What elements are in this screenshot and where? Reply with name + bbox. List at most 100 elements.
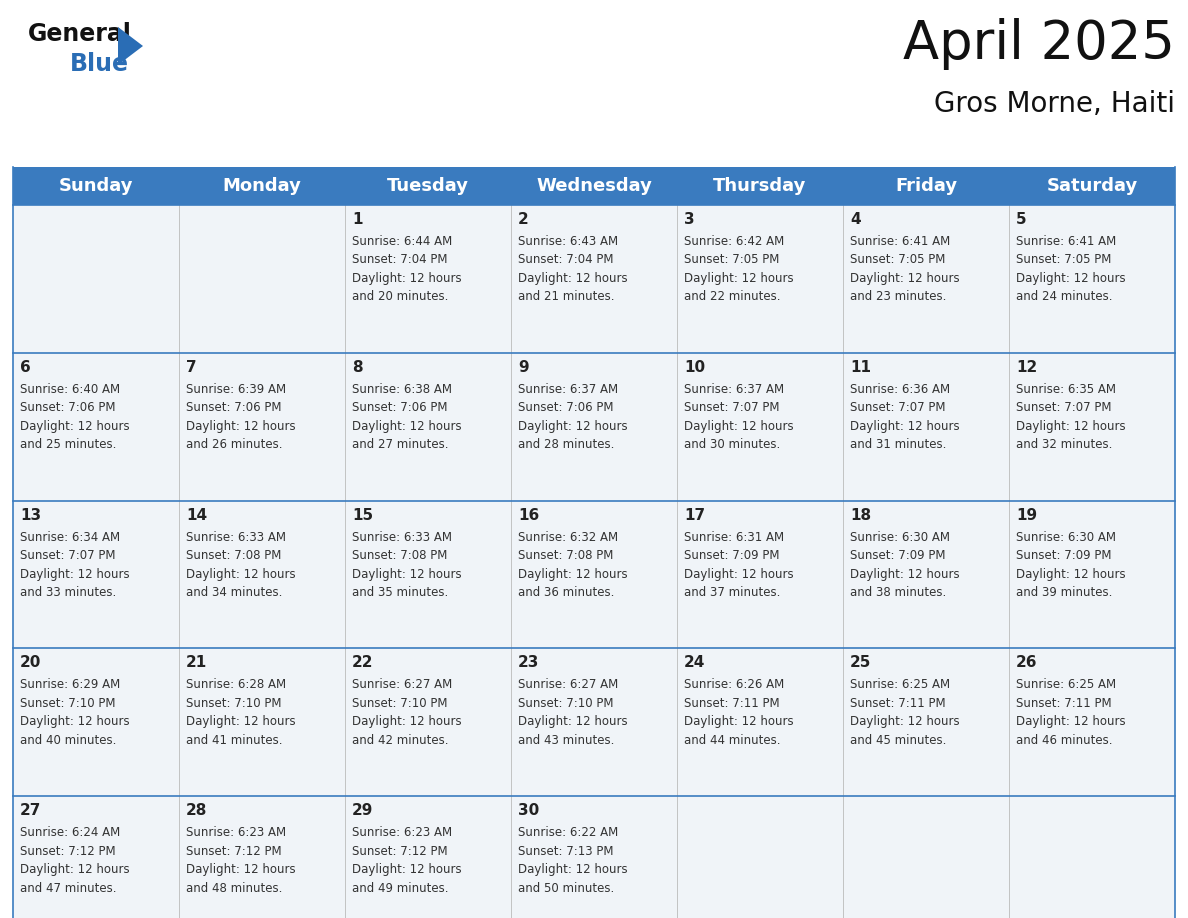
Text: and 46 minutes.: and 46 minutes. (1016, 733, 1112, 747)
Text: Daylight: 12 hours: Daylight: 12 hours (20, 567, 129, 580)
Text: Sunset: 7:10 PM: Sunset: 7:10 PM (518, 697, 613, 710)
Text: Daylight: 12 hours: Daylight: 12 hours (20, 715, 129, 728)
Text: 25: 25 (849, 655, 871, 670)
Text: Daylight: 12 hours: Daylight: 12 hours (187, 863, 296, 876)
Text: and 37 minutes.: and 37 minutes. (684, 586, 781, 599)
Text: 15: 15 (352, 508, 373, 522)
Text: and 47 minutes.: and 47 minutes. (20, 881, 116, 895)
Text: 10: 10 (684, 360, 706, 375)
Text: Tuesday: Tuesday (387, 177, 469, 195)
Text: Sunset: 7:05 PM: Sunset: 7:05 PM (849, 253, 946, 266)
Text: 23: 23 (518, 655, 539, 670)
Text: Daylight: 12 hours: Daylight: 12 hours (849, 420, 960, 432)
Text: Thursday: Thursday (713, 177, 807, 195)
Bar (13, 167, 179, 205)
Text: Daylight: 12 hours: Daylight: 12 hours (352, 420, 462, 432)
Text: Daylight: 12 hours: Daylight: 12 hours (352, 863, 462, 876)
Text: Daylight: 12 hours: Daylight: 12 hours (849, 567, 960, 580)
Text: Sunrise: 6:32 AM: Sunrise: 6:32 AM (518, 531, 618, 543)
Text: Daylight: 12 hours: Daylight: 12 hours (1016, 420, 1125, 432)
Text: April 2025: April 2025 (903, 18, 1175, 70)
Text: Sunrise: 6:42 AM: Sunrise: 6:42 AM (684, 235, 784, 248)
Text: Friday: Friday (895, 177, 958, 195)
Bar (13, 205, 1175, 353)
Text: Monday: Monday (222, 177, 302, 195)
Bar (13, 353, 1175, 500)
Bar (511, 167, 677, 205)
Text: 2: 2 (518, 212, 529, 227)
Bar (677, 167, 843, 205)
Text: and 40 minutes.: and 40 minutes. (20, 733, 116, 747)
Text: and 21 minutes.: and 21 minutes. (518, 290, 614, 304)
Text: and 27 minutes.: and 27 minutes. (352, 438, 449, 452)
Text: Sunrise: 6:30 AM: Sunrise: 6:30 AM (849, 531, 950, 543)
Text: Sunrise: 6:41 AM: Sunrise: 6:41 AM (1016, 235, 1117, 248)
Text: Sunrise: 6:22 AM: Sunrise: 6:22 AM (518, 826, 618, 839)
Bar (13, 648, 1175, 796)
Text: Sunset: 7:04 PM: Sunset: 7:04 PM (352, 253, 448, 266)
Text: Daylight: 12 hours: Daylight: 12 hours (1016, 567, 1125, 580)
Text: and 48 minutes.: and 48 minutes. (187, 881, 283, 895)
Text: Sunset: 7:09 PM: Sunset: 7:09 PM (849, 549, 946, 562)
Text: and 25 minutes.: and 25 minutes. (20, 438, 116, 452)
Text: and 26 minutes.: and 26 minutes. (187, 438, 283, 452)
Text: Daylight: 12 hours: Daylight: 12 hours (352, 272, 462, 285)
Text: Sunrise: 6:35 AM: Sunrise: 6:35 AM (1016, 383, 1116, 396)
Text: Sunset: 7:07 PM: Sunset: 7:07 PM (684, 401, 779, 414)
Text: 19: 19 (1016, 508, 1037, 522)
Text: Sunrise: 6:44 AM: Sunrise: 6:44 AM (352, 235, 453, 248)
Text: 3: 3 (684, 212, 695, 227)
Text: 11: 11 (849, 360, 871, 375)
Text: Sunrise: 6:36 AM: Sunrise: 6:36 AM (849, 383, 950, 396)
Text: Sunset: 7:07 PM: Sunset: 7:07 PM (1016, 401, 1112, 414)
Text: Sunrise: 6:27 AM: Sunrise: 6:27 AM (518, 678, 618, 691)
Text: Sunrise: 6:37 AM: Sunrise: 6:37 AM (684, 383, 784, 396)
Text: Daylight: 12 hours: Daylight: 12 hours (849, 272, 960, 285)
Text: Sunrise: 6:26 AM: Sunrise: 6:26 AM (684, 678, 784, 691)
Text: Daylight: 12 hours: Daylight: 12 hours (518, 272, 627, 285)
Text: Sunset: 7:07 PM: Sunset: 7:07 PM (20, 549, 115, 562)
Text: Daylight: 12 hours: Daylight: 12 hours (684, 272, 794, 285)
Text: Sunrise: 6:29 AM: Sunrise: 6:29 AM (20, 678, 120, 691)
Text: Saturday: Saturday (1047, 177, 1138, 195)
Text: Daylight: 12 hours: Daylight: 12 hours (518, 567, 627, 580)
Text: 24: 24 (684, 655, 706, 670)
Text: Sunset: 7:11 PM: Sunset: 7:11 PM (1016, 697, 1112, 710)
Text: and 49 minutes.: and 49 minutes. (352, 881, 449, 895)
Bar (13, 500, 1175, 648)
Bar (13, 796, 1175, 918)
Text: and 33 minutes.: and 33 minutes. (20, 586, 116, 599)
Text: 1: 1 (352, 212, 362, 227)
Text: Sunset: 7:09 PM: Sunset: 7:09 PM (1016, 549, 1112, 562)
Text: Daylight: 12 hours: Daylight: 12 hours (684, 567, 794, 580)
Text: Sunset: 7:06 PM: Sunset: 7:06 PM (352, 401, 448, 414)
Text: Sunrise: 6:23 AM: Sunrise: 6:23 AM (352, 826, 453, 839)
Text: and 38 minutes.: and 38 minutes. (849, 586, 947, 599)
Text: Sunrise: 6:37 AM: Sunrise: 6:37 AM (518, 383, 618, 396)
Text: Daylight: 12 hours: Daylight: 12 hours (20, 420, 129, 432)
Text: Sunset: 7:05 PM: Sunset: 7:05 PM (1016, 253, 1112, 266)
Text: Daylight: 12 hours: Daylight: 12 hours (518, 863, 627, 876)
Text: and 42 minutes.: and 42 minutes. (352, 733, 449, 747)
Text: 17: 17 (684, 508, 706, 522)
Text: Sunset: 7:12 PM: Sunset: 7:12 PM (20, 845, 115, 857)
Text: 28: 28 (187, 803, 208, 818)
Text: Gros Morne, Haiti: Gros Morne, Haiti (934, 90, 1175, 118)
Text: Daylight: 12 hours: Daylight: 12 hours (187, 567, 296, 580)
Text: Sunset: 7:08 PM: Sunset: 7:08 PM (352, 549, 448, 562)
Bar (345, 167, 511, 205)
Text: Sunset: 7:11 PM: Sunset: 7:11 PM (849, 697, 946, 710)
Text: Sunset: 7:13 PM: Sunset: 7:13 PM (518, 845, 613, 857)
Text: Daylight: 12 hours: Daylight: 12 hours (20, 863, 129, 876)
Text: Sunday: Sunday (58, 177, 133, 195)
Text: 5: 5 (1016, 212, 1026, 227)
Text: Sunrise: 6:23 AM: Sunrise: 6:23 AM (187, 826, 286, 839)
Text: Daylight: 12 hours: Daylight: 12 hours (518, 420, 627, 432)
Text: 4: 4 (849, 212, 860, 227)
Text: Sunset: 7:12 PM: Sunset: 7:12 PM (352, 845, 448, 857)
Text: 26: 26 (1016, 655, 1037, 670)
Text: Sunrise: 6:25 AM: Sunrise: 6:25 AM (1016, 678, 1116, 691)
Text: and 31 minutes.: and 31 minutes. (849, 438, 947, 452)
Text: and 28 minutes.: and 28 minutes. (518, 438, 614, 452)
Text: 29: 29 (352, 803, 373, 818)
